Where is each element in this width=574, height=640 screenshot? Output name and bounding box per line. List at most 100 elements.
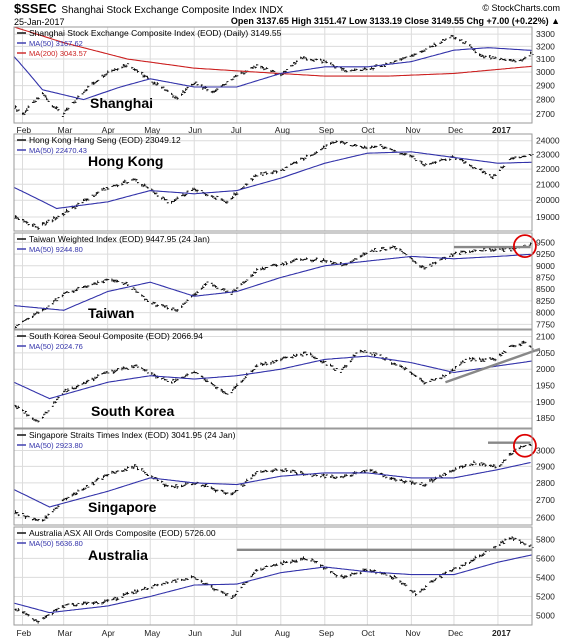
- legend: Australia ASX All Ords Composite (EOD) 5…: [17, 528, 216, 548]
- y-tick-label: 1950: [536, 381, 555, 391]
- y-tick-label: 2000: [536, 364, 555, 374]
- legend-entry: South Korea Seoul Composite (EOD) 2066.9…: [29, 331, 203, 341]
- y-tick-label: 2800: [536, 95, 555, 105]
- y-tick-label: 5000: [536, 610, 555, 620]
- legend-entry: MA(50) 3167.62: [29, 39, 83, 48]
- x-tick-label: Feb: [17, 125, 32, 135]
- y-tick-label: 9250: [536, 249, 555, 259]
- y-tick-label: 2900: [536, 461, 555, 471]
- legend-entry: MA(200) 3043.57: [29, 49, 87, 58]
- legend: Shanghai Stock Exchange Composite Index …: [17, 28, 282, 58]
- x-tick-label: Jul: [231, 628, 242, 638]
- y-tick-label: 5400: [536, 572, 555, 582]
- legend-entry: Australia ASX All Ords Composite (EOD) 5…: [29, 528, 216, 538]
- y-tick-label: 2800: [536, 478, 555, 488]
- y-tick-label: 20000: [536, 195, 560, 205]
- x-tick-label: Aug: [275, 628, 290, 638]
- panel-south-korea: 1850 1900 1950 2000 2050 2100 South Korea Seou…: [13, 329, 555, 429]
- y-tick-label: 22000: [536, 164, 560, 174]
- y-tick-label: 1900: [536, 397, 555, 407]
- legend: Singapore Straits Times Index (EOD) 3041…: [17, 430, 236, 450]
- y-tick-label: 23000: [536, 150, 560, 160]
- panel-shanghai: 2700 2800 2900 3000 3100 3200 3300 Shanghai Sto…: [13, 26, 555, 124]
- x-tick-label: 2017: [492, 125, 511, 135]
- y-tick-label: 2050: [536, 348, 555, 358]
- market-label: Australia: [88, 547, 148, 563]
- y-tick-label: 2600: [536, 513, 555, 523]
- ma50-line: [13, 355, 533, 400]
- legend-entry: Hong Kong Hang Seng (EOD) 23049.12: [29, 135, 181, 145]
- x-tick-label: Oct: [361, 628, 375, 638]
- legend-entry: Taiwan Weighted Index (EOD) 9447.95 (24 …: [29, 234, 210, 244]
- x-tick-label: Jun: [188, 628, 202, 638]
- quote-line: Open 3137.65 High 3151.47 Low 3133.19 Cl…: [230, 16, 560, 26]
- x-tick-label: Nov: [405, 125, 421, 135]
- legend-entry: MA(50) 5636.80: [29, 539, 83, 548]
- y-tick-label: 2900: [536, 81, 555, 91]
- y-tick-label: 7750: [536, 319, 555, 329]
- x-tick-label: Mar: [58, 125, 73, 135]
- legend-entry: Shanghai Stock Exchange Composite Index …: [29, 28, 282, 38]
- x-tick-label: Jun: [188, 125, 202, 135]
- y-tick-label: 3000: [536, 67, 555, 77]
- market-label: Hong Kong: [88, 153, 163, 169]
- legend: Taiwan Weighted Index (EOD) 9447.95 (24 …: [17, 234, 210, 254]
- market-label: South Korea: [91, 403, 174, 419]
- panel-frame: [13, 26, 533, 124]
- panel-hong-kong: 19000 20000 21000 22000 23000 24000 Hong Kong …: [13, 133, 560, 232]
- y-tick-label: 3200: [536, 41, 555, 51]
- y-tick-label: 9500: [536, 237, 555, 247]
- legend-entry: MA(50) 2024.76: [29, 342, 83, 351]
- date-label: 25-Jan-2017: [14, 17, 65, 27]
- x-tick-label: Apr: [102, 628, 115, 638]
- x-tick-label: Jul: [231, 125, 242, 135]
- legend-entry: MA(50) 22470.43: [29, 146, 87, 155]
- symbol-heading: $SSEC Shanghai Stock Exchange Composite …: [14, 1, 283, 16]
- ma50-line: [13, 554, 533, 614]
- y-tick-label: 3100: [536, 54, 555, 64]
- x-axis-labels: Feb Feb Mar Mar Apr Apr May May Jun Jun Jul Jul Aug A…: [17, 125, 512, 638]
- panel-frame: [13, 133, 533, 232]
- market-label: Shanghai: [90, 95, 153, 111]
- y-tick-label: 8750: [536, 272, 555, 282]
- y-tick-label: 5800: [536, 534, 555, 544]
- x-tick-label: Mar: [58, 628, 73, 638]
- y-tick-label: 2100: [536, 332, 555, 342]
- x-tick-label: Sep: [319, 125, 334, 135]
- y-tick-label: 5200: [536, 591, 555, 601]
- x-tick-label: Dec: [448, 628, 464, 638]
- highlight-circle: [513, 433, 537, 458]
- market-label: Taiwan: [88, 305, 134, 321]
- panel-singapore: 2600 2700 2800 2900 3000 Singapore Straits Ti…: [13, 428, 555, 526]
- legend-entry: MA(50) 9244.80: [29, 245, 83, 254]
- x-tick-label: Dec: [448, 125, 464, 135]
- symbol-text: $SSEC: [14, 1, 57, 16]
- ma50-line: [13, 47, 533, 101]
- panel-frame: [13, 428, 533, 526]
- legend: South Korea Seoul Composite (EOD) 2066.9…: [17, 331, 203, 351]
- trend-line: [445, 347, 541, 384]
- y-tick-label: 5600: [536, 553, 555, 563]
- y-tick-label: 8500: [536, 284, 555, 294]
- y-tick-label: 3300: [536, 29, 555, 39]
- panel-frame: [13, 232, 533, 330]
- ma50-line: [13, 253, 531, 311]
- x-tick-label: May: [144, 125, 161, 135]
- x-tick-label: Feb: [17, 628, 32, 638]
- y-tick-label: 9000: [536, 261, 555, 271]
- ma50-line: [13, 461, 531, 508]
- y-tick-label: 24000: [536, 136, 560, 146]
- y-tick-label: 21000: [536, 179, 560, 189]
- site-credit: © StockCharts.com: [482, 3, 560, 13]
- panel-frame: [13, 329, 533, 429]
- y-tick-label: 1850: [536, 413, 555, 423]
- x-tick-label: Nov: [405, 628, 421, 638]
- symbol-title-text: Shanghai Stock Exchange Composite Index …: [61, 5, 284, 16]
- panel-australia: 5000 5200 5400 5600 5800 Australia ASX All Or…: [13, 526, 555, 626]
- x-tick-label: Apr: [102, 125, 115, 135]
- legend-entry: MA(50) 2923.80: [29, 441, 83, 450]
- legend-entry: Singapore Straits Times Index (EOD) 3041…: [29, 430, 236, 440]
